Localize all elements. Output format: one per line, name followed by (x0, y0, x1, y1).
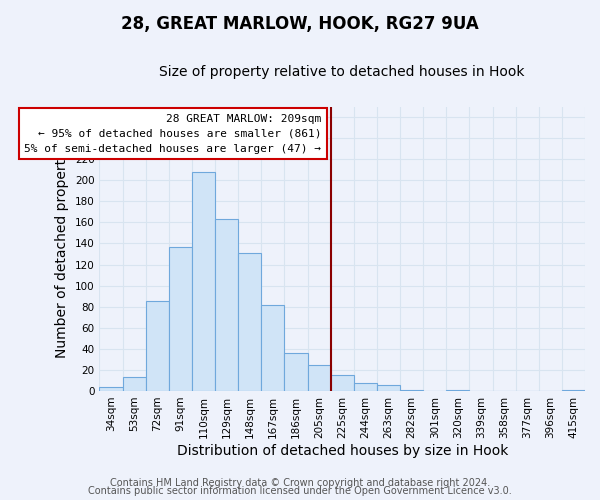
Text: 28, GREAT MARLOW, HOOK, RG27 9UA: 28, GREAT MARLOW, HOOK, RG27 9UA (121, 15, 479, 33)
Bar (169, 246, 192, 391)
Bar (308, 364, 331, 391)
Bar (192, 172, 215, 391)
Bar (331, 375, 354, 391)
Bar (400, 390, 423, 391)
Bar (215, 220, 238, 391)
Bar (100, 386, 122, 391)
Bar (146, 302, 169, 391)
Bar (122, 378, 146, 391)
Bar (261, 304, 284, 391)
Text: 28 GREAT MARLOW: 209sqm
← 95% of detached houses are smaller (861)
5% of semi-de: 28 GREAT MARLOW: 209sqm ← 95% of detache… (25, 114, 322, 154)
Bar (354, 382, 377, 391)
Bar (377, 384, 400, 391)
Bar (238, 253, 261, 391)
Bar (562, 390, 585, 391)
Y-axis label: Number of detached properties: Number of detached properties (55, 140, 69, 358)
Bar (446, 390, 469, 391)
X-axis label: Distribution of detached houses by size in Hook: Distribution of detached houses by size … (176, 444, 508, 458)
Text: Contains HM Land Registry data © Crown copyright and database right 2024.: Contains HM Land Registry data © Crown c… (110, 478, 490, 488)
Title: Size of property relative to detached houses in Hook: Size of property relative to detached ho… (160, 65, 525, 79)
Bar (284, 353, 308, 391)
Text: Contains public sector information licensed under the Open Government Licence v3: Contains public sector information licen… (88, 486, 512, 496)
